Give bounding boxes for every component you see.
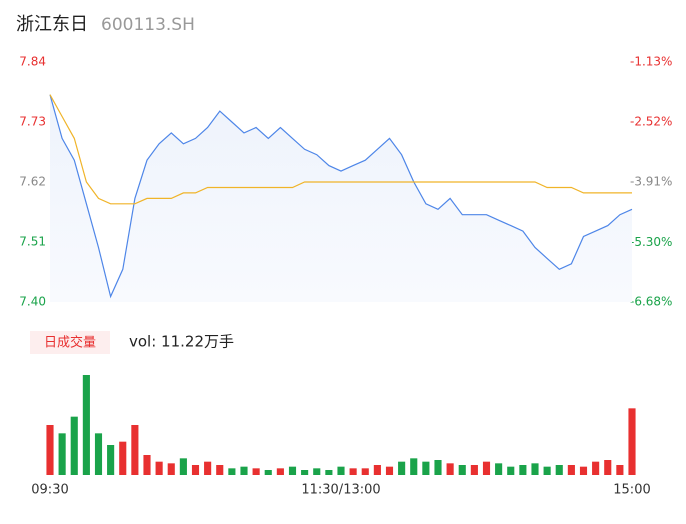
volume-bar	[555, 465, 563, 475]
price-line	[49, 94, 633, 299]
y2-tick-label: -3.91%	[630, 175, 672, 189]
volume-bar	[288, 466, 297, 475]
volume-bar	[519, 465, 527, 475]
y-tick-label: 7.40	[19, 295, 46, 309]
volume-bar	[482, 461, 491, 475]
volume-bar	[131, 425, 139, 475]
x-tick-label: 15:00	[613, 483, 650, 498]
price-area	[50, 94, 632, 302]
volume-bar	[507, 466, 515, 475]
volume-bar	[204, 461, 212, 475]
y-tick-label: 7.84	[19, 55, 46, 69]
volume-bar	[385, 466, 394, 475]
volume-bar	[46, 425, 54, 475]
x-tick-label: 11:30/13:00	[301, 483, 380, 498]
volume-bar	[470, 465, 478, 475]
volume-bar	[410, 458, 418, 475]
volume-bar	[349, 468, 357, 475]
chart-title: 浙江东日	[16, 14, 88, 35]
volume-bar	[58, 433, 66, 475]
volume-bar	[276, 468, 284, 475]
y2-tick-label: -1.13%	[630, 55, 672, 69]
volume-bar	[107, 445, 115, 475]
volume-bar	[167, 463, 175, 475]
y2-tick-label: -2.52%	[630, 115, 672, 129]
volume-bar	[579, 466, 588, 475]
y2-tick-label: -6.68%	[630, 295, 672, 309]
volume-bar	[458, 465, 466, 475]
volume-label: 日成交量	[44, 335, 96, 351]
y-tick-label: 7.73	[19, 115, 46, 129]
volume-bar	[155, 461, 163, 475]
volume-bar	[531, 463, 539, 475]
volume-bar	[313, 468, 321, 475]
volume-bar	[228, 468, 236, 475]
volume-bar	[567, 465, 575, 475]
y-tick-label: 7.62	[19, 175, 46, 189]
volume-bar	[216, 465, 224, 475]
y2-tick-label: -5.30%	[630, 235, 672, 249]
volume-bar	[604, 460, 612, 475]
y-tick-label: 7.51	[19, 235, 46, 249]
volume-bar	[446, 463, 454, 475]
volume-bar	[264, 470, 272, 475]
x-tick-label: 09:30	[31, 483, 68, 498]
volume-bar	[82, 375, 90, 475]
volume-bar	[325, 470, 333, 475]
volume-bar	[398, 461, 406, 475]
chart-subtitle: 600113.SH	[101, 15, 195, 35]
volume-bar	[628, 408, 636, 475]
volume-bar	[191, 465, 200, 475]
volume-label-bg	[30, 331, 110, 354]
volume-bar	[543, 466, 551, 475]
volume-bar	[337, 466, 345, 475]
volume-bar	[70, 416, 78, 475]
volume-bar	[495, 463, 503, 475]
volume-bar	[119, 441, 127, 475]
volume-bar	[361, 468, 369, 475]
volume-bar	[252, 468, 260, 475]
volume-bar	[592, 461, 600, 475]
volume-bar	[94, 433, 103, 475]
volume-bar	[434, 460, 442, 475]
average-line	[49, 94, 632, 205]
volume-bar	[240, 466, 248, 475]
volume-bar	[373, 465, 381, 475]
volume-bar	[179, 458, 187, 475]
volume-bar	[422, 461, 430, 475]
volume-bar	[616, 465, 624, 475]
volume-bar	[301, 470, 309, 475]
volume-total: vol: 11.22万手	[129, 333, 234, 351]
volume-bar	[143, 455, 151, 475]
